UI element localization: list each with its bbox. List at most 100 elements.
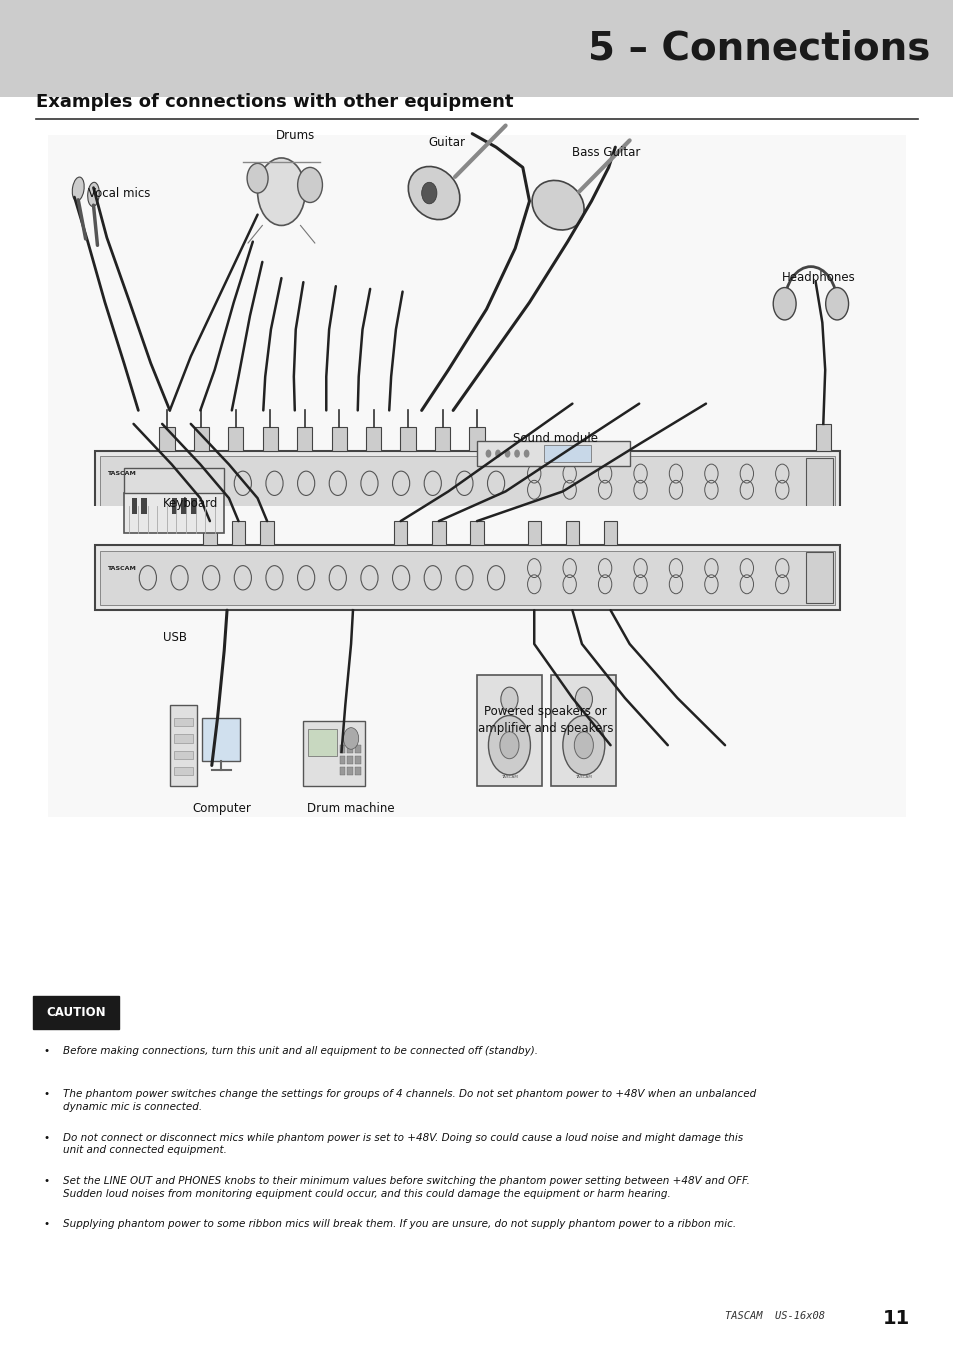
Circle shape xyxy=(247,163,268,193)
Text: TASCAM: TASCAM xyxy=(107,471,135,477)
Text: The phantom power switches change the settings for groups of 4 channels. Do not : The phantom power switches change the se… xyxy=(63,1089,756,1112)
FancyBboxPatch shape xyxy=(33,996,119,1029)
Text: •: • xyxy=(44,1219,50,1228)
Text: Set the LINE OUT and PHONES knobs to their minimum values before switching the p: Set the LINE OUT and PHONES knobs to the… xyxy=(63,1176,749,1199)
Bar xyxy=(805,552,832,603)
Bar xyxy=(132,498,137,514)
Bar xyxy=(303,721,365,786)
Bar xyxy=(232,521,245,545)
Bar xyxy=(141,498,147,514)
Bar xyxy=(332,427,347,451)
Bar xyxy=(48,506,905,817)
Bar xyxy=(124,468,224,493)
Bar xyxy=(476,675,541,786)
Ellipse shape xyxy=(88,182,99,207)
Bar xyxy=(470,521,483,545)
Text: •: • xyxy=(44,1176,50,1185)
Bar xyxy=(173,734,193,743)
Text: 5 – Connections: 5 – Connections xyxy=(587,30,929,68)
Bar xyxy=(260,521,274,545)
Text: Keyboard: Keyboard xyxy=(163,497,218,510)
Text: Computer: Computer xyxy=(192,802,251,815)
Text: Guitar: Guitar xyxy=(428,135,464,148)
Bar xyxy=(347,756,353,764)
Text: USB: USB xyxy=(163,630,187,644)
Circle shape xyxy=(297,167,322,202)
Circle shape xyxy=(257,158,305,225)
Text: CAUTION: CAUTION xyxy=(47,1006,106,1019)
Text: Vocal mics: Vocal mics xyxy=(88,186,150,200)
Bar xyxy=(170,705,196,786)
Bar xyxy=(400,427,416,451)
Bar xyxy=(603,521,617,545)
Circle shape xyxy=(488,716,530,775)
Circle shape xyxy=(500,687,517,711)
Bar xyxy=(435,427,450,451)
Bar xyxy=(173,751,193,759)
Text: Before making connections, turn this unit and all equipment to be connected off : Before making connections, turn this uni… xyxy=(63,1046,537,1056)
Text: Headphones: Headphones xyxy=(781,270,855,284)
Bar xyxy=(100,551,834,605)
Text: Supplying phantom power to some ribbon mics will break them. If you are unsure, : Supplying phantom power to some ribbon m… xyxy=(63,1219,736,1228)
Bar xyxy=(394,521,407,545)
Text: TASCAM  US-16x08: TASCAM US-16x08 xyxy=(724,1311,824,1322)
Circle shape xyxy=(575,687,592,711)
Circle shape xyxy=(421,182,436,204)
Ellipse shape xyxy=(72,177,84,201)
Bar xyxy=(432,521,445,545)
Circle shape xyxy=(499,732,518,759)
Bar xyxy=(173,767,193,775)
Ellipse shape xyxy=(532,181,583,230)
Bar xyxy=(228,427,243,451)
Text: 11: 11 xyxy=(882,1310,909,1328)
Circle shape xyxy=(562,716,604,775)
Bar xyxy=(527,521,540,545)
Bar xyxy=(48,135,905,547)
Bar xyxy=(347,745,353,753)
Text: Do not connect or disconnect mics while phantom power is set to +48V. Doing so c: Do not connect or disconnect mics while … xyxy=(63,1133,742,1156)
Bar xyxy=(565,521,578,545)
Bar xyxy=(805,458,832,509)
Circle shape xyxy=(523,450,529,458)
Bar xyxy=(124,493,224,533)
Bar xyxy=(815,424,830,451)
Bar xyxy=(339,756,345,764)
Bar xyxy=(172,498,177,514)
Bar xyxy=(95,545,839,610)
Bar xyxy=(308,729,336,756)
Text: TASCAM: TASCAM xyxy=(107,566,135,571)
Bar xyxy=(193,427,209,451)
Bar xyxy=(339,767,345,775)
Bar xyxy=(543,446,591,462)
Circle shape xyxy=(504,450,510,458)
Bar xyxy=(181,498,187,514)
Text: Bass Guitar: Bass Guitar xyxy=(572,146,640,159)
Text: •: • xyxy=(44,1133,50,1142)
Bar xyxy=(339,745,345,753)
Circle shape xyxy=(495,450,500,458)
Bar xyxy=(191,498,196,514)
Circle shape xyxy=(343,728,358,749)
Bar xyxy=(262,427,277,451)
Bar xyxy=(203,521,216,545)
Bar xyxy=(366,427,381,451)
Text: Drum machine: Drum machine xyxy=(307,802,395,815)
Circle shape xyxy=(772,288,795,320)
Bar xyxy=(355,745,360,753)
FancyBboxPatch shape xyxy=(0,0,953,97)
Text: Sound module: Sound module xyxy=(512,432,598,446)
Bar xyxy=(355,756,360,764)
Circle shape xyxy=(574,732,593,759)
Text: Powered speakers or
amplifier and speakers: Powered speakers or amplifier and speake… xyxy=(477,705,613,734)
Ellipse shape xyxy=(408,166,459,220)
Bar xyxy=(355,767,360,775)
Text: Drums: Drums xyxy=(275,128,315,142)
Bar xyxy=(173,718,193,726)
Bar xyxy=(476,441,629,466)
Bar xyxy=(296,427,312,451)
Text: •: • xyxy=(44,1046,50,1056)
Bar xyxy=(551,675,616,786)
Text: TASCAM: TASCAM xyxy=(500,775,517,779)
Text: Examples of connections with other equipment: Examples of connections with other equip… xyxy=(36,93,514,111)
Bar xyxy=(95,451,839,516)
